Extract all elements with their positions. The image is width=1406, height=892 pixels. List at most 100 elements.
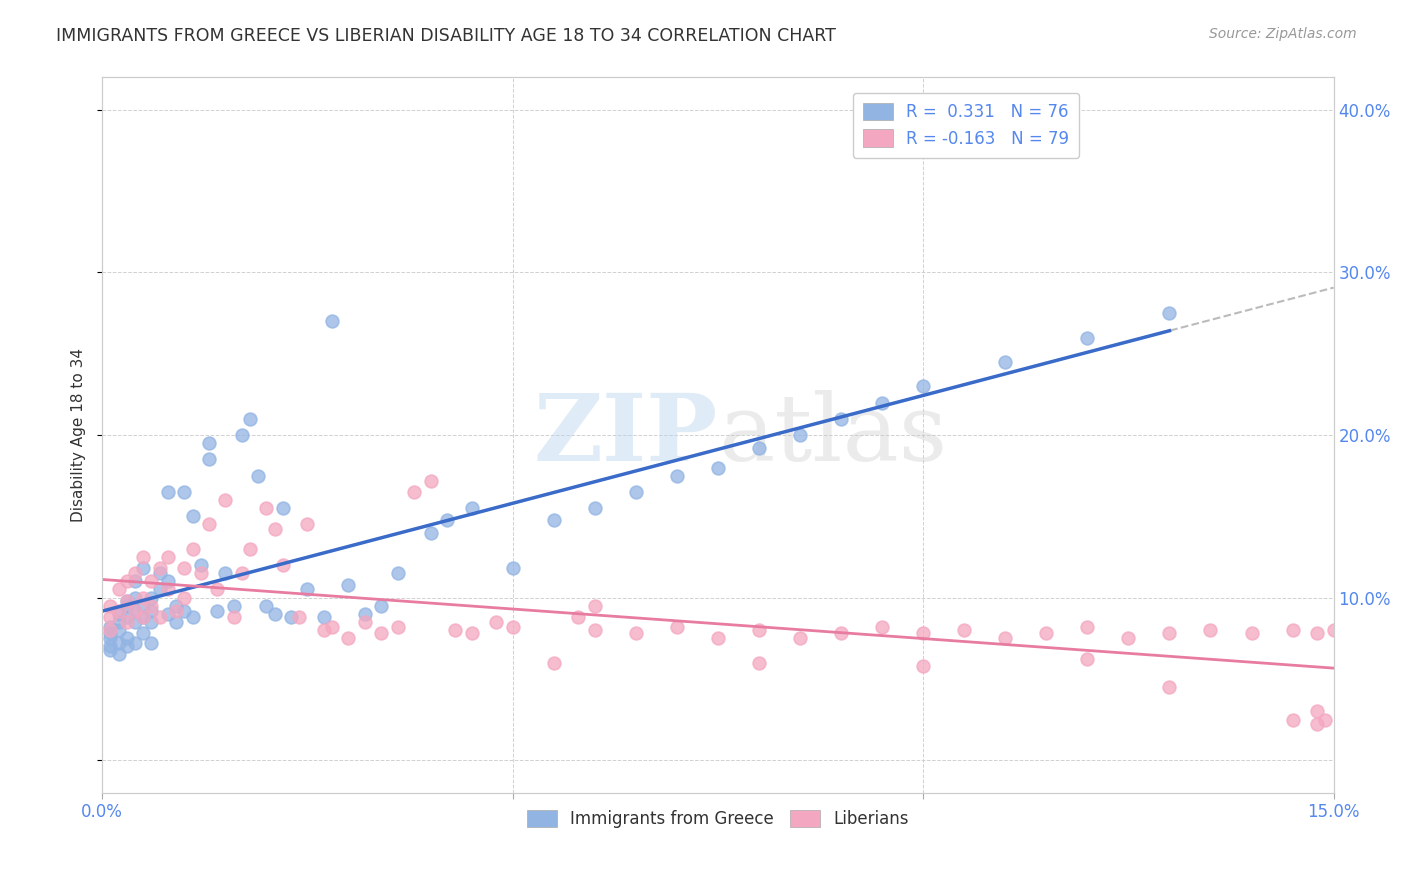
Point (149, 582, 172, 597)
Point (312, 610, 335, 624)
Point (280, 610, 302, 624)
Point (141, 591, 163, 605)
Point (141, 574, 163, 589)
Point (567, 610, 589, 624)
Point (181, 509, 204, 524)
Point (1306, 705, 1329, 719)
Point (141, 636, 163, 650)
Point (271, 501, 294, 516)
Point (115, 615, 138, 629)
Point (205, 582, 228, 597)
Point (543, 512, 565, 526)
Point (115, 610, 138, 624)
Point (789, 632, 811, 646)
Point (214, 566, 236, 581)
Point (231, 428, 253, 442)
Point (994, 355, 1017, 369)
Point (748, 623, 770, 637)
Point (1306, 626, 1329, 640)
Point (115, 574, 138, 589)
Point (337, 577, 360, 591)
Point (583, 623, 606, 637)
Point (444, 623, 467, 637)
Point (665, 468, 688, 483)
Point (173, 591, 195, 605)
Text: ZIP: ZIP (534, 390, 718, 480)
Point (239, 411, 262, 425)
Point (624, 485, 647, 500)
Point (107, 607, 129, 621)
Point (173, 561, 195, 575)
Point (297, 582, 319, 597)
Legend: Immigrants from Greece, Liberians: Immigrants from Greece, Liberians (520, 803, 915, 834)
Point (436, 512, 458, 526)
Point (543, 656, 565, 670)
Point (124, 574, 146, 589)
Point (165, 615, 187, 629)
Point (1159, 680, 1181, 694)
Point (239, 541, 262, 556)
Point (181, 610, 204, 624)
Point (107, 582, 129, 597)
Point (132, 591, 155, 605)
Point (502, 561, 524, 575)
Point (665, 620, 688, 634)
Point (115, 599, 138, 613)
Point (387, 620, 409, 634)
Point (1159, 306, 1181, 320)
Point (1199, 623, 1222, 637)
Point (583, 501, 606, 516)
Point (165, 599, 187, 613)
Point (1306, 717, 1329, 731)
Point (205, 604, 228, 618)
Point (263, 607, 285, 621)
Point (1076, 652, 1098, 666)
Point (190, 558, 212, 573)
Point (748, 656, 770, 670)
Text: IMMIGRANTS FROM GREECE VS LIBERIAN DISABILITY AGE 18 TO 34 CORRELATION CHART: IMMIGRANTS FROM GREECE VS LIBERIAN DISAB… (56, 27, 837, 45)
Point (1076, 620, 1098, 634)
Point (1281, 623, 1303, 637)
Text: atlas: atlas (718, 390, 948, 480)
Point (156, 607, 179, 621)
Point (115, 594, 138, 608)
Point (1035, 626, 1057, 640)
Point (247, 468, 270, 483)
Point (141, 615, 163, 629)
Point (912, 379, 935, 393)
Point (707, 632, 730, 646)
Point (165, 604, 187, 618)
Point (132, 610, 155, 624)
Point (254, 501, 277, 516)
Point (912, 626, 935, 640)
Point (830, 626, 852, 640)
Point (1339, 626, 1361, 640)
Point (141, 599, 163, 613)
Point (254, 599, 277, 613)
Point (370, 626, 392, 640)
Point (222, 610, 245, 624)
Point (124, 636, 146, 650)
Point (173, 485, 195, 500)
Point (321, 314, 343, 328)
Point (460, 626, 482, 640)
Point (1323, 623, 1346, 637)
Point (198, 517, 221, 532)
Point (460, 501, 482, 516)
Point (156, 574, 179, 589)
Point (149, 566, 172, 581)
Point (502, 620, 524, 634)
Point (100, 599, 122, 613)
Point (337, 632, 360, 646)
Point (100, 620, 122, 634)
Point (404, 485, 426, 500)
Point (387, 566, 409, 581)
Y-axis label: Disability Age 18 to 34: Disability Age 18 to 34 (72, 348, 86, 522)
Point (156, 549, 179, 564)
Point (789, 428, 811, 442)
Point (149, 561, 172, 575)
Point (288, 610, 311, 624)
Point (748, 441, 770, 455)
Point (107, 604, 129, 618)
Point (115, 594, 138, 608)
